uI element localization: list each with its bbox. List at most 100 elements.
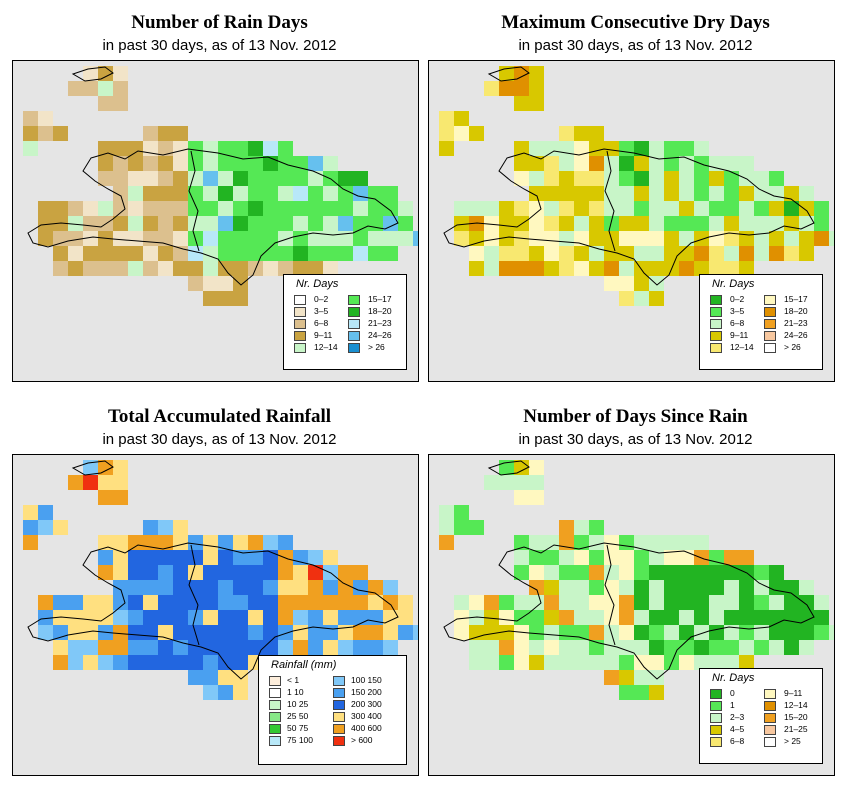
- grid-cell: [634, 141, 649, 156]
- panel-subtitle: in past 30 days, as of 13 Nov. 2012: [102, 37, 337, 54]
- grid-cell: [128, 261, 143, 276]
- grid-cell: [248, 535, 263, 550]
- grid-cell: [754, 640, 769, 655]
- grid-cell: [589, 261, 604, 276]
- panel-subtitle: in past 30 days, as of 13 Nov. 2012: [102, 431, 337, 448]
- grid-cell: [544, 640, 559, 655]
- grid-cell: [128, 550, 143, 565]
- grid-cell: [323, 625, 338, 640]
- grid-cell: [724, 580, 739, 595]
- grid-cell: [113, 550, 128, 565]
- grid-cell: [784, 186, 799, 201]
- grid-cell: [353, 186, 368, 201]
- legend-label: 9–11: [730, 330, 749, 340]
- grid-cell: [173, 201, 188, 216]
- grid-cell: [203, 156, 218, 171]
- grid-cell: [173, 186, 188, 201]
- panel-subtitle: in past 30 days, as of 13 Nov. 2012: [518, 431, 753, 448]
- grid-cell: [323, 610, 338, 625]
- grid-cell: [218, 276, 233, 291]
- legend-swatch: [294, 343, 306, 353]
- legend-swatch: [764, 319, 776, 329]
- grid-cell: [634, 246, 649, 261]
- grid-cell: [218, 565, 233, 580]
- legend-label: 21–23: [368, 318, 392, 328]
- grid-cell: [649, 141, 664, 156]
- grid-cell: [769, 610, 784, 625]
- grid-cell: [203, 261, 218, 276]
- grid-cell: [233, 685, 248, 700]
- grid-cell: [769, 201, 784, 216]
- grid-cell: [173, 655, 188, 670]
- grid-cell: [769, 186, 784, 201]
- grid-cell: [589, 610, 604, 625]
- panel-title: Total Accumulated Rainfall: [107, 406, 332, 427]
- grid-cell: [398, 216, 413, 231]
- grid-cell: [799, 216, 814, 231]
- grid-cell: [544, 156, 559, 171]
- legend-swatch: [294, 331, 306, 341]
- grid-cell: [739, 610, 754, 625]
- grid-cell: [263, 625, 278, 640]
- grid-cell: [634, 610, 649, 625]
- grid-cell: [218, 685, 233, 700]
- legend-label: 10 25: [287, 699, 309, 709]
- grid-cell: [278, 171, 293, 186]
- grid-cell: [233, 640, 248, 655]
- grid-cell: [754, 246, 769, 261]
- grid-cell: [754, 610, 769, 625]
- grid-cell: [113, 490, 128, 505]
- grid-cell: [53, 246, 68, 261]
- grid-cell: [98, 565, 113, 580]
- grid-cell: [368, 216, 383, 231]
- grid-cell: [233, 156, 248, 171]
- grid-cell: [218, 550, 233, 565]
- grid-cell: [128, 141, 143, 156]
- legend: Nr. Days 0–2 3–5 6–8 9–11 12–14 15–17 18…: [699, 274, 823, 370]
- grid-cell: [128, 231, 143, 246]
- grid-cell: [308, 231, 323, 246]
- grid-cell: [233, 595, 248, 610]
- grid-cell: [784, 625, 799, 640]
- grid-cell: [544, 186, 559, 201]
- grid-cell: [68, 610, 83, 625]
- grid-cell: [664, 141, 679, 156]
- grid-cell: [724, 655, 739, 670]
- grid-cell: [323, 550, 338, 565]
- grid-cell: [338, 201, 353, 216]
- map-grid: [23, 66, 418, 306]
- grid-cell: [754, 216, 769, 231]
- grid-cell: [308, 580, 323, 595]
- grid-cell: [68, 231, 83, 246]
- grid-cell: [709, 171, 724, 186]
- grid-cell: [784, 246, 799, 261]
- grid-cell: [128, 535, 143, 550]
- grid-cell: [529, 550, 544, 565]
- grid-cell: [173, 216, 188, 231]
- grid-cell: [649, 640, 664, 655]
- grid-cell: [278, 535, 293, 550]
- grid-cell: [769, 580, 784, 595]
- grid-cell: [739, 246, 754, 261]
- grid-cell: [263, 610, 278, 625]
- grid-cell: [529, 216, 544, 231]
- legend-label: 15–17: [368, 294, 392, 304]
- grid-cell: [68, 655, 83, 670]
- grid-cell: [98, 490, 113, 505]
- grid-cell: [113, 580, 128, 595]
- grid-cell: [499, 640, 514, 655]
- panel-dry-days: Maximum Consecutive Dry Days in past 30 …: [428, 0, 843, 388]
- grid-cell: [574, 261, 589, 276]
- grid-cell: [559, 261, 574, 276]
- grid-cell: [634, 201, 649, 216]
- grid-cell: [128, 186, 143, 201]
- grid-cell: [679, 186, 694, 201]
- grid-cell: [514, 595, 529, 610]
- grid-cell: [484, 231, 499, 246]
- grid-cell: [574, 640, 589, 655]
- grid-cell: [128, 171, 143, 186]
- grid-cell: [218, 201, 233, 216]
- grid-cell: [68, 216, 83, 231]
- grid-cell: [158, 655, 173, 670]
- grid-cell: [709, 625, 724, 640]
